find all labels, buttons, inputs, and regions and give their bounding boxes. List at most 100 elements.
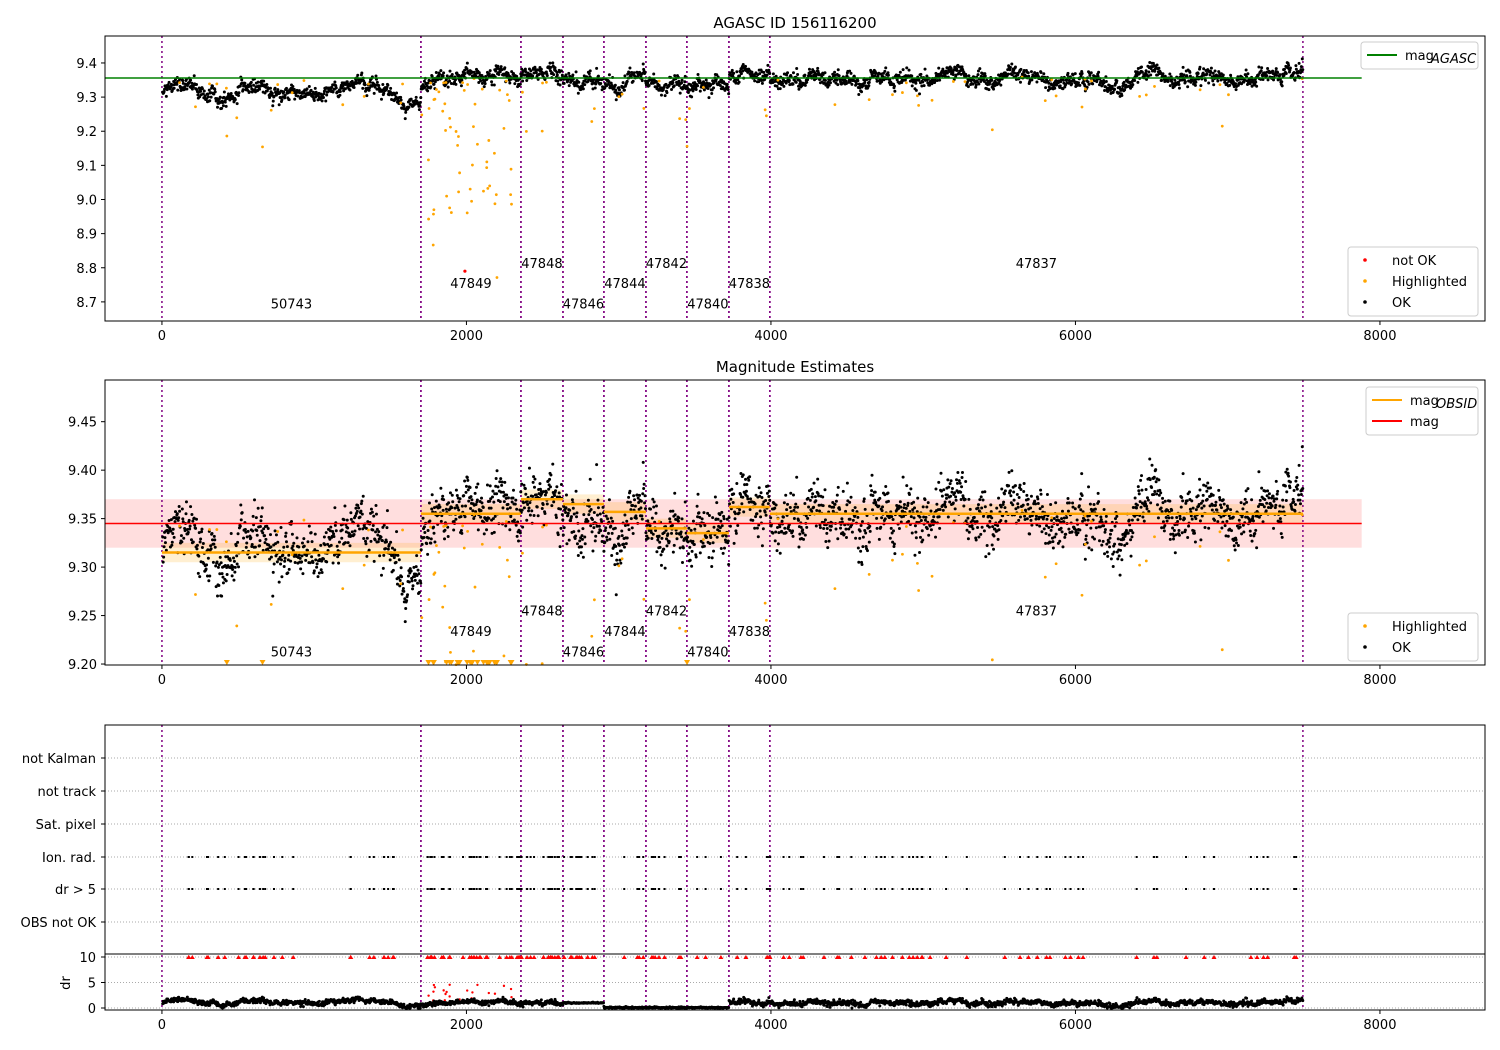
ok-point (618, 558, 622, 562)
ok-point (522, 501, 526, 505)
ok-point (189, 538, 193, 542)
ok-point (308, 561, 312, 565)
ok-point (985, 544, 989, 548)
ok-point (328, 529, 332, 533)
ok-point (446, 85, 450, 89)
ok-point (460, 504, 464, 508)
highlighted-point (420, 113, 424, 117)
ok-point (665, 91, 669, 95)
ok-point (543, 493, 547, 497)
ok-point (167, 529, 171, 533)
ok-point (466, 478, 470, 482)
ok-point (307, 524, 311, 528)
ok-point (654, 504, 658, 508)
obsid-label: 47849 (450, 277, 491, 292)
ok-point (250, 542, 254, 546)
ok-point (717, 529, 721, 533)
obsid-label: 47842 (646, 257, 687, 272)
ok-point (1023, 514, 1027, 518)
ok-point (949, 66, 953, 70)
ok-point (454, 82, 458, 86)
ok-point (400, 592, 404, 596)
ok-point (887, 516, 891, 520)
ok-point (1061, 545, 1065, 549)
ok-point (1194, 80, 1198, 84)
ok-point (734, 529, 738, 533)
ok-point (221, 104, 225, 108)
ok-point (613, 526, 617, 530)
ok-point (482, 85, 486, 89)
highlighted-point (468, 187, 472, 191)
ok-point (380, 539, 384, 543)
ok-point (560, 73, 564, 77)
ok-point (1129, 528, 1133, 532)
highlighted-point (429, 81, 432, 85)
ok-point (1071, 505, 1075, 509)
ok-point (414, 565, 418, 569)
ok-point (742, 510, 746, 514)
ok-point (817, 503, 821, 507)
ok-point (626, 500, 630, 504)
ok-point (877, 71, 881, 75)
ok-point (198, 540, 202, 544)
highlighted-point (445, 194, 449, 198)
ok-point (491, 517, 495, 521)
highlighted-point (458, 171, 462, 175)
ok-point (442, 498, 446, 502)
ok-point (1085, 85, 1089, 89)
ok-point (874, 500, 878, 504)
ok-point (1180, 495, 1184, 499)
ok-point (1133, 78, 1137, 82)
ok-point (278, 555, 282, 559)
ok-point (268, 86, 272, 90)
ok-point (470, 70, 474, 74)
ok-point (893, 89, 897, 93)
ok-point (808, 498, 812, 502)
highlighted-point (276, 83, 280, 86)
ok-point (386, 83, 390, 87)
ok-point (814, 524, 818, 528)
highlighted-point (1153, 85, 1156, 88)
ok-point (1157, 478, 1161, 482)
ok-point (780, 519, 784, 523)
ok-point (659, 563, 663, 567)
ok-point (976, 69, 980, 73)
highlighted-point (437, 90, 441, 94)
ok-point (305, 553, 309, 557)
ok-point (231, 565, 235, 569)
ok-point (935, 502, 939, 506)
ok-point (1007, 470, 1011, 474)
ok-point (869, 484, 873, 488)
ok-point (565, 542, 569, 546)
ok-point (206, 548, 210, 552)
ok-point (209, 91, 213, 95)
ok-point (1061, 509, 1065, 513)
plot-title: AGASC ID 156116200 (713, 14, 876, 32)
ok-point (538, 487, 542, 491)
ok-point (971, 82, 975, 86)
ok-point (237, 91, 241, 95)
ok-point (298, 91, 302, 95)
ok-point (399, 98, 403, 102)
highlighted-point (485, 166, 489, 170)
ok-point (348, 88, 352, 92)
ok-point (395, 582, 399, 586)
ok-point (1084, 534, 1088, 538)
ok-point (571, 506, 575, 510)
ok-point (1018, 515, 1022, 519)
ok-point (500, 483, 504, 487)
ok-point (557, 491, 561, 495)
ok-point (643, 507, 647, 511)
ok-point (277, 103, 281, 107)
ok-point (613, 563, 617, 567)
ok-point (1211, 79, 1215, 83)
ok-point (777, 531, 781, 535)
ok-point (1208, 73, 1212, 77)
ok-point (348, 544, 352, 548)
ok-point (1181, 472, 1185, 476)
ok-point (893, 552, 897, 556)
ok-point (1010, 469, 1014, 473)
ok-point (183, 529, 187, 533)
ok-point (656, 538, 660, 542)
ok-point (1097, 70, 1101, 74)
